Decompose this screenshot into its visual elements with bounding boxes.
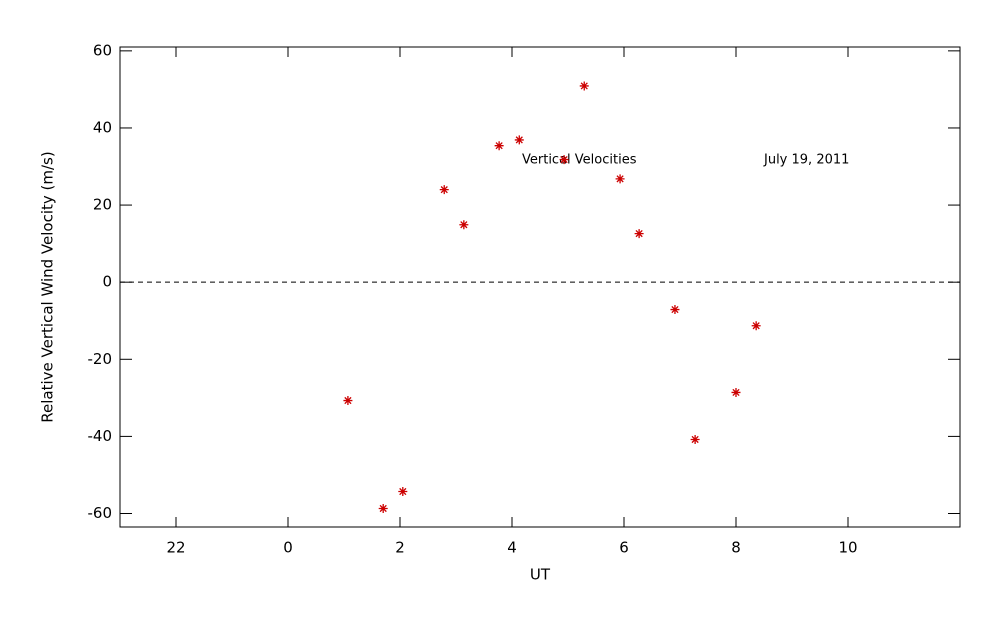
y-axis-label: Relative Vertical Wind Velocity (m/s): [39, 151, 57, 422]
y-tick-label: 40: [93, 118, 112, 136]
annotation: July 19, 2011: [763, 153, 849, 168]
point: [343, 396, 353, 406]
point: [378, 503, 388, 513]
x-tick-label: 10: [838, 539, 857, 557]
point: [731, 387, 741, 397]
x-tick-label: 2: [395, 539, 405, 557]
y-tick-label: 20: [93, 196, 112, 214]
x-tick-label: 4: [507, 539, 517, 557]
point: [579, 81, 589, 91]
x-tick-label: 8: [731, 539, 741, 557]
point: [559, 155, 569, 165]
x-axis-label: UT: [530, 566, 551, 584]
point: [514, 135, 524, 145]
y-tick-label: -20: [88, 350, 113, 368]
point: [439, 185, 449, 195]
point: [615, 174, 625, 184]
x-tick-label: 6: [619, 539, 629, 557]
plot-frame: [119, 46, 961, 528]
annotation: Vertical Velocities: [522, 153, 637, 168]
x-tick-label: 0: [283, 539, 293, 557]
x-tick-label: 22: [166, 539, 185, 557]
y-tick-label: 0: [102, 273, 112, 291]
point: [634, 229, 644, 239]
point: [494, 141, 504, 151]
point: [398, 487, 408, 497]
y-tick-label: 60: [93, 41, 112, 59]
y-tick-label: -60: [88, 504, 113, 522]
point: [459, 220, 469, 230]
point: [690, 434, 700, 444]
point: [670, 305, 680, 315]
y-tick-label: -40: [88, 427, 113, 445]
point: [751, 321, 761, 331]
